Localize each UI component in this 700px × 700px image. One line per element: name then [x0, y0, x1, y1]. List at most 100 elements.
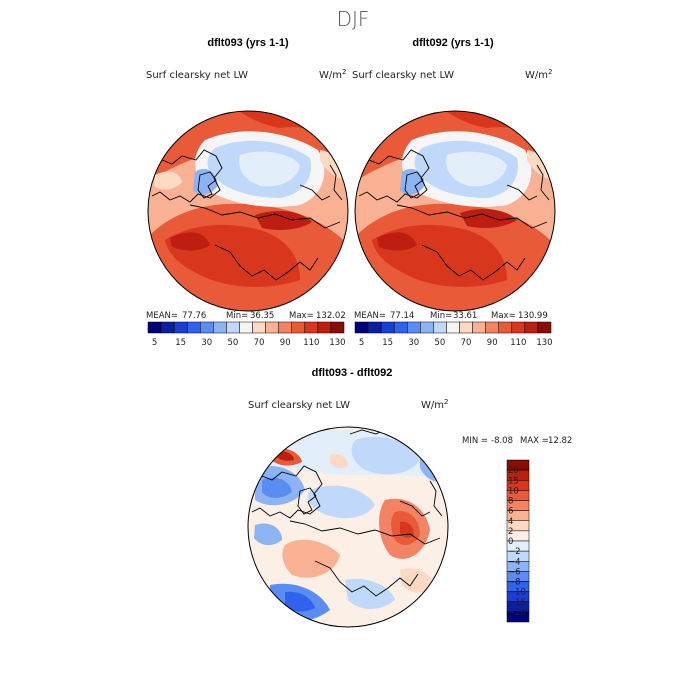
variable-label: Surf clearsky net LW: [352, 70, 454, 81]
colorbar-swatch: [537, 321, 552, 334]
stat-min-value: -8.08: [491, 436, 513, 446]
colorbar-swatch: [200, 321, 214, 334]
colorbar-tick-label: −15: [508, 598, 526, 608]
colorbar-swatch: [147, 321, 162, 334]
stat-max-label: Max=: [289, 311, 314, 321]
colorbar-tick-label: 6: [508, 507, 513, 517]
colorbar-swatch: [472, 321, 486, 334]
stat-mean-label: MEAN=: [146, 311, 178, 321]
units-label: W/m2: [421, 398, 448, 411]
variable-label: Surf clearsky net LW: [146, 70, 248, 81]
stat-min-value: 36.35: [250, 311, 274, 321]
map-boundary: [147, 110, 349, 312]
colorbar-tick-label: 70: [254, 338, 265, 348]
colorbar-swatch: [291, 321, 306, 334]
units-exponent: 2: [342, 68, 346, 76]
colorbar-swatch: [278, 321, 292, 334]
units-base: W/m: [525, 70, 548, 81]
panel-title: dflt093 - dflt092: [312, 367, 393, 379]
colorbar: 5 15 30 50 70 90 110 130: [354, 321, 553, 348]
panel-dflt093: dflt093 (yrs 1-1) Surf clearsky net LW W…: [146, 37, 349, 348]
stat-mean-value: 77.14: [390, 311, 414, 321]
units-base: W/m: [421, 400, 444, 411]
colorbar-swatch: [226, 321, 240, 334]
colorbar-tick-label: −20: [508, 608, 526, 618]
colorbar-swatch: [330, 321, 345, 334]
colorbar-swatch: [354, 321, 369, 334]
colorbar-tick-label: 110: [510, 338, 526, 348]
colorbar-tick-label: 30: [201, 338, 212, 348]
colorbar-tick-label: 15: [175, 338, 186, 348]
colorbar-tick-label: 130: [536, 338, 552, 348]
stat-min-label: Min=: [226, 311, 248, 321]
colorbar-swatch: [252, 321, 266, 334]
stat-max-label: MAX =: [520, 436, 549, 446]
colorbar-tick-label: 5: [152, 338, 157, 348]
colorbar-tick-label: 30: [408, 338, 419, 348]
colorbar-tick-label: −2: [508, 547, 521, 557]
panel-dflt092: dflt092 (yrs 1-1) Surf clearsky net LW W…: [352, 37, 556, 348]
stat-max-value: 130.99: [518, 311, 548, 321]
colorbar-tick-label: 15: [382, 338, 393, 348]
colorbar-swatch: [160, 321, 175, 334]
colorbar-swatch: [485, 321, 499, 334]
colorbar-tick-label: 0: [508, 537, 513, 547]
colorbar-tick-label: 15: [508, 476, 519, 486]
colorbar-swatch: [173, 321, 188, 334]
colorbar-tick-label: 130: [329, 338, 345, 348]
colorbar-swatch: [459, 321, 473, 334]
panel-title: dflt092 (yrs 1-1): [412, 37, 494, 49]
colorbar-tick-label: 5: [359, 338, 364, 348]
stat-min-label: Min=: [430, 311, 452, 321]
colorbar-swatch: [433, 321, 447, 334]
colorbar-tick-label: −4: [508, 557, 521, 567]
units-label: W/m2: [319, 68, 346, 81]
map-boundary: [247, 426, 449, 628]
variable-label: Surf clearsky net LW: [248, 400, 350, 411]
units-base: W/m: [319, 70, 342, 81]
colorbar-tick-label: 90: [280, 338, 291, 348]
colorbar-tick-label: 50: [435, 338, 446, 348]
stat-min-label: MIN =: [462, 436, 488, 446]
colorbar-tick-label: 70: [461, 338, 472, 348]
colorbar-swatch: [367, 321, 382, 334]
map-field: [148, 111, 348, 311]
figure-title: DJF: [337, 7, 370, 31]
colorbar-swatch: [213, 321, 227, 334]
stat-mean-value: 77.76: [182, 311, 206, 321]
colorbar-tick-label: −8: [508, 578, 521, 588]
panel-difference: dflt093 - dflt092 Surf clearsky net LW W…: [247, 367, 572, 628]
colorbar-tick-label: 8: [508, 497, 513, 507]
colorbar-tick-label: 20: [508, 466, 519, 476]
map-field: [248, 427, 448, 627]
colorbar-tick-label: 90: [487, 338, 498, 348]
colorbar-swatch: [524, 321, 539, 334]
units-label: W/m2: [525, 68, 552, 81]
map-boundary: [354, 110, 556, 312]
colorbar-tick-label: 10: [508, 486, 519, 496]
map-field: [355, 111, 555, 311]
stat-mean-label: MEAN=: [354, 311, 386, 321]
colorbar-swatch: [498, 321, 513, 334]
stat-max-value: 132.02: [316, 311, 346, 321]
colorbar-swatch: [239, 321, 253, 334]
colorbar-swatch: [186, 321, 201, 334]
colorbar-tick-label: −6: [508, 567, 521, 577]
colorbar-swatch: [393, 321, 408, 334]
colorbar-swatch: [511, 321, 526, 334]
colorbar: 5 15 30 50 70 90 110 130: [147, 321, 346, 348]
colorbar-swatch: [317, 321, 332, 334]
colorbar-tick-label: −10: [508, 588, 526, 598]
colorbar-tick-label: 2: [508, 527, 513, 537]
colorbar-swatch: [407, 321, 421, 334]
colorbar-swatch: [265, 321, 279, 334]
colorbar-tick-label: 4: [508, 517, 513, 527]
colorbar-tick-label: 110: [303, 338, 319, 348]
panel-title: dflt093 (yrs 1-1): [207, 37, 289, 49]
colorbar-swatch: [446, 321, 460, 334]
stat-min-value: 33.61: [453, 311, 477, 321]
colorbar-tick-label: 50: [228, 338, 239, 348]
colorbar-swatch: [506, 611, 530, 623]
